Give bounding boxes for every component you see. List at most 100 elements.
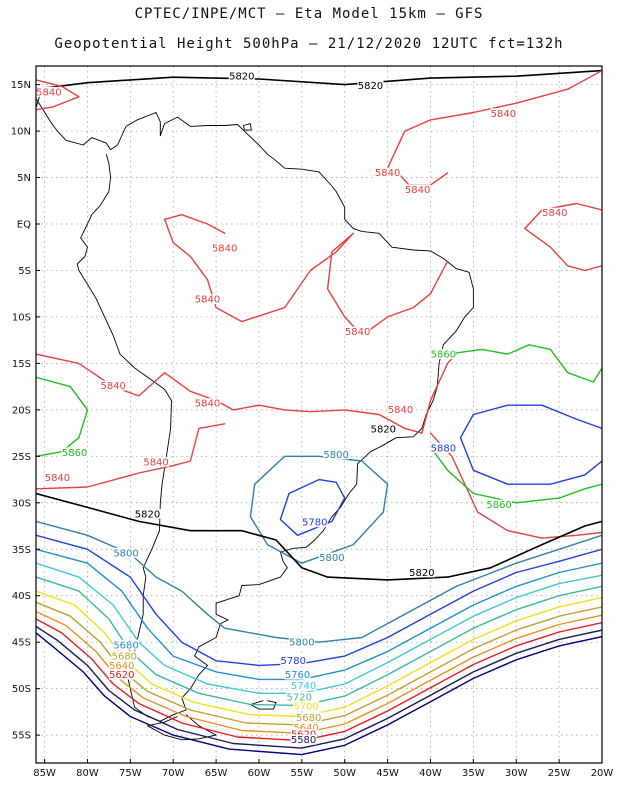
- contour-label-bg: [61, 447, 88, 458]
- contour-label-bg: [284, 669, 311, 680]
- lat-tick-label: 20S: [12, 405, 31, 416]
- contour-label: 5800: [323, 450, 348, 461]
- contour-label-bg: [108, 669, 135, 680]
- lat-tick-label: 30S: [12, 498, 31, 509]
- contour-label-bg: [194, 294, 221, 305]
- contour-5840: [524, 202, 602, 272]
- contour-label: 5840: [195, 295, 220, 306]
- contour-label: 5620: [109, 670, 134, 681]
- lat-tick-label: 50S: [12, 684, 31, 695]
- contour-label: 5840: [491, 109, 516, 120]
- contour-label: 5680: [112, 651, 137, 662]
- contour-label-bg: [357, 80, 384, 91]
- contour-label: 5860: [486, 500, 511, 511]
- contour-5800: [249, 455, 389, 564]
- contour-label-bg: [290, 734, 317, 745]
- contour-label-bg: [290, 729, 317, 740]
- contour-label-bg: [490, 108, 517, 119]
- lat-tick-label: 10N: [11, 127, 31, 138]
- contour-5780: [279, 478, 346, 536]
- contour-label: 5840: [36, 87, 61, 98]
- contour-label-bg: [286, 691, 313, 702]
- contour-label-bg: [228, 71, 255, 82]
- contour-label: 5840: [345, 327, 370, 338]
- contour-5800: [36, 520, 602, 643]
- contour-5880: [459, 404, 602, 485]
- contour-label: 5820: [409, 568, 434, 579]
- contour-label-bg: [293, 701, 320, 712]
- contour-label-bg: [113, 547, 140, 558]
- lon-tick-label: 55W: [291, 768, 314, 779]
- lat-tick-label: 5S: [18, 266, 31, 277]
- contour-label-bg: [387, 404, 414, 415]
- contour-label-bg: [430, 348, 457, 359]
- lon-tick-label: 60W: [248, 768, 271, 779]
- lat-tick-label: 15S: [12, 359, 31, 370]
- contour-label-bg: [486, 499, 513, 510]
- axis-ticks: 85W 80W 75W 70W 65W 60W 55W 50W 45W 40W 35W 30W 25W 2…: [11, 80, 614, 779]
- contour-label: 5780: [302, 518, 327, 529]
- lon-tick-label: 80W: [76, 768, 99, 779]
- contour-label: 5760: [285, 670, 310, 681]
- contour-label: 5860: [431, 349, 456, 360]
- lon-tick-label: 20W: [591, 768, 614, 779]
- contour-label-bg: [288, 637, 315, 648]
- contour-label: 5780: [281, 656, 306, 667]
- lon-tick-label: 30W: [505, 768, 528, 779]
- contour-label: 5820: [229, 72, 254, 83]
- contour-label-bg: [290, 680, 317, 691]
- contour-5840: [36, 79, 80, 111]
- contour-label-bg: [36, 86, 62, 97]
- lon-tick-label: 25W: [548, 768, 571, 779]
- lon-tick-label: 70W: [162, 768, 185, 779]
- contour-label-bg: [323, 449, 350, 460]
- contour-label-bg: [295, 712, 322, 723]
- lon-tick-label: 50W: [333, 768, 356, 779]
- contour-labels: 5820 5820 5840 5840 5840 5840 5840 5840 5840 5840…: [36, 71, 568, 746]
- contour-5860: [36, 376, 89, 457]
- contour-label: 5840: [542, 208, 567, 219]
- contour-5580: [36, 625, 602, 749]
- contour-label-bg: [374, 167, 401, 178]
- lat-tick-label: 15N: [11, 80, 31, 91]
- contour-label: 5680: [296, 713, 321, 724]
- contour-label-bg: [111, 650, 138, 661]
- contour-5840: [429, 432, 602, 539]
- contour-label: 5840: [45, 473, 70, 484]
- lat-tick-label: 10S: [12, 312, 31, 323]
- lon-tick-label: 35W: [462, 768, 485, 779]
- contour-label-bg: [108, 660, 135, 671]
- coastline: [36, 98, 474, 722]
- map-border: [35, 65, 603, 764]
- contour-5860: [446, 344, 602, 383]
- contour-label: 5800: [113, 548, 138, 559]
- contour-label-bg: [408, 567, 435, 578]
- lat-tick-label: EQ: [17, 219, 31, 230]
- lon-tick-label: 40W: [419, 768, 442, 779]
- contour-label: 5820: [135, 509, 160, 520]
- contour-label-bg: [44, 472, 71, 483]
- contour-label: 5740: [291, 681, 316, 692]
- map-grid: [36, 66, 603, 763]
- contour-5560: [36, 632, 602, 756]
- lat-tick-label: 40S: [12, 591, 31, 602]
- lat-tick-label: 35S: [12, 545, 31, 556]
- coastline: [156, 43, 216, 57]
- contour-label-bg: [280, 655, 307, 666]
- contour-label-bg: [301, 517, 328, 528]
- contour-label: 5840: [388, 405, 413, 416]
- contour-label: 5720: [287, 692, 312, 703]
- map-title: CPTEC/INPE/MCT – Eta Model 15km – GFS: [134, 6, 484, 22]
- contour-label: 5640: [293, 723, 318, 734]
- contour-label: 5840: [100, 381, 125, 392]
- lon-tick-label: 75W: [119, 768, 142, 779]
- contour-label: 5840: [143, 457, 168, 468]
- coastline: [243, 123, 252, 131]
- contour-5860: [429, 446, 602, 504]
- lon-tick-label: 65W: [205, 768, 228, 779]
- contour-label-bg: [318, 552, 345, 563]
- contour-label: 5840: [405, 185, 430, 196]
- contour-label: 5840: [375, 168, 400, 179]
- contour-label-bg: [344, 326, 371, 337]
